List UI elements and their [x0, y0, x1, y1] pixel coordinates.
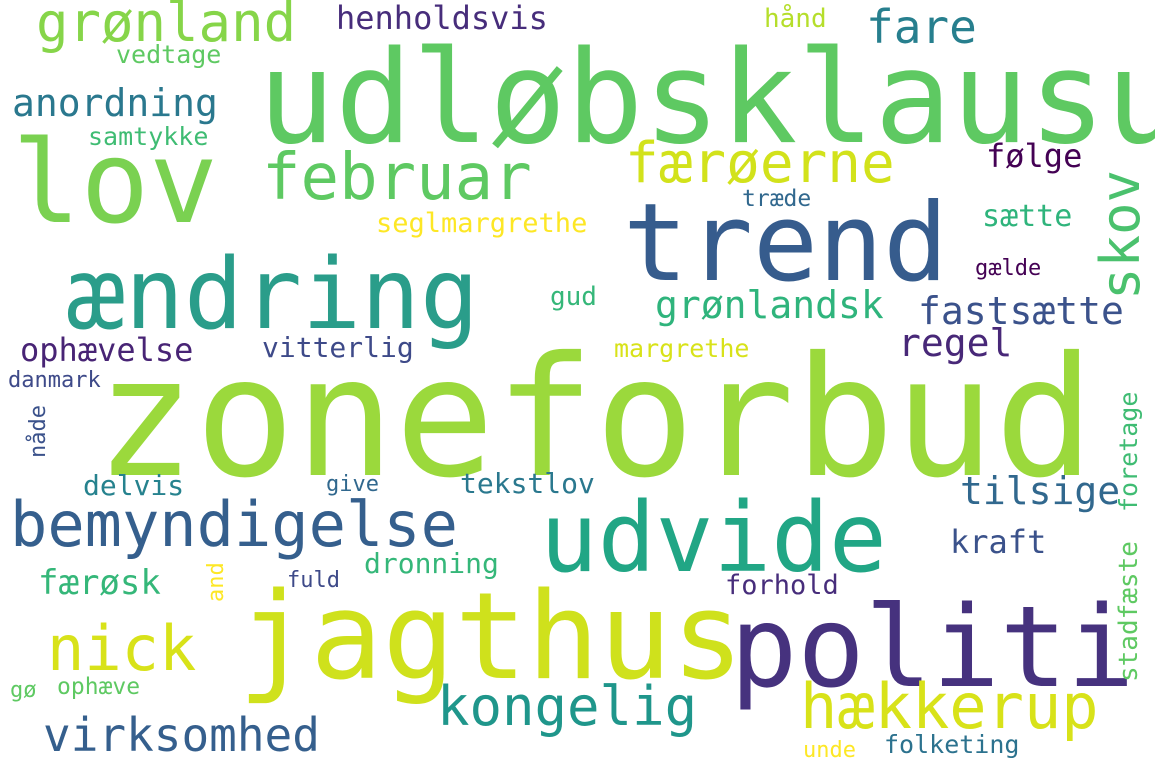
- word-hand: hånd: [764, 4, 827, 34]
- word-folge: følge: [986, 137, 1083, 175]
- word-faroerne: færøerne: [625, 131, 895, 196]
- word-forhold: forhold: [725, 570, 839, 601]
- word-and: and: [204, 562, 229, 602]
- word-farosk: færøsk: [38, 563, 161, 603]
- word-henholdsvis: henholdsvis: [336, 0, 548, 37]
- word-kongelig: kongelig: [437, 675, 698, 738]
- word-stadfaste: stadfæste: [1114, 541, 1144, 682]
- word-tekstlov: tekstlov: [460, 467, 595, 500]
- word-regel: regel: [898, 321, 1013, 365]
- word-udlobsklausul: udløbsklausul: [258, 24, 1155, 173]
- word-folketing: folketing: [884, 730, 1020, 759]
- word-februar: februar: [262, 141, 532, 215]
- word-dronning: dronning: [364, 547, 499, 580]
- word-gronlandsk: grønlandsk: [655, 283, 884, 327]
- word-margrethe: margrethe: [614, 334, 750, 363]
- word-jagthus: jagthus: [238, 568, 744, 707]
- word-skov: skov: [1089, 169, 1152, 300]
- word-fastsatte: fastsætte: [918, 289, 1124, 333]
- word-fuld: fuld: [287, 568, 340, 593]
- word-give: give: [326, 472, 379, 497]
- word-vedtage: vedtage: [116, 40, 222, 69]
- word-satte: sætte: [982, 199, 1073, 234]
- word-lov: lov: [12, 116, 218, 249]
- word-tilsige: tilsige: [960, 469, 1121, 513]
- word-gud: gud: [550, 282, 597, 312]
- word-delvis: delvis: [83, 469, 185, 502]
- word-unde: unde: [803, 738, 856, 763]
- word-galde: gælde: [975, 256, 1042, 281]
- word-samtykke: samtykke: [88, 122, 209, 151]
- word-anordning: anordning: [12, 81, 218, 125]
- word-politi: politi: [730, 583, 1135, 713]
- word-andring: ændring: [66, 238, 480, 352]
- word-bemyndigelse: bemyndigelse: [10, 488, 458, 561]
- word-zoneforbud: zoneforbud: [95, 322, 1095, 515]
- word-virksomhed: virksomhed: [43, 708, 320, 762]
- word-ophave: ophæve: [57, 674, 141, 700]
- word-danmark: danmark: [8, 368, 101, 393]
- word-hakkerup: hækkerup: [800, 670, 1099, 743]
- word-fare: fare: [866, 0, 977, 54]
- word-trade: træde: [742, 186, 812, 212]
- word-foretage: foretage: [1114, 391, 1143, 512]
- word-go: gø: [10, 678, 37, 703]
- word-nick: nick: [47, 612, 197, 685]
- word-seglmargrethe: seglmargrethe: [376, 208, 588, 239]
- word-kraft: kraft: [950, 523, 1047, 561]
- word-gronland: grønland: [36, 0, 297, 54]
- word-ophavelse: ophævelse: [20, 331, 194, 369]
- word-trend: trend: [623, 181, 949, 306]
- word-nade: nåde: [26, 405, 51, 458]
- word-udvide: udvide: [540, 482, 887, 594]
- word-vitterlig: vitterlig: [262, 331, 414, 364]
